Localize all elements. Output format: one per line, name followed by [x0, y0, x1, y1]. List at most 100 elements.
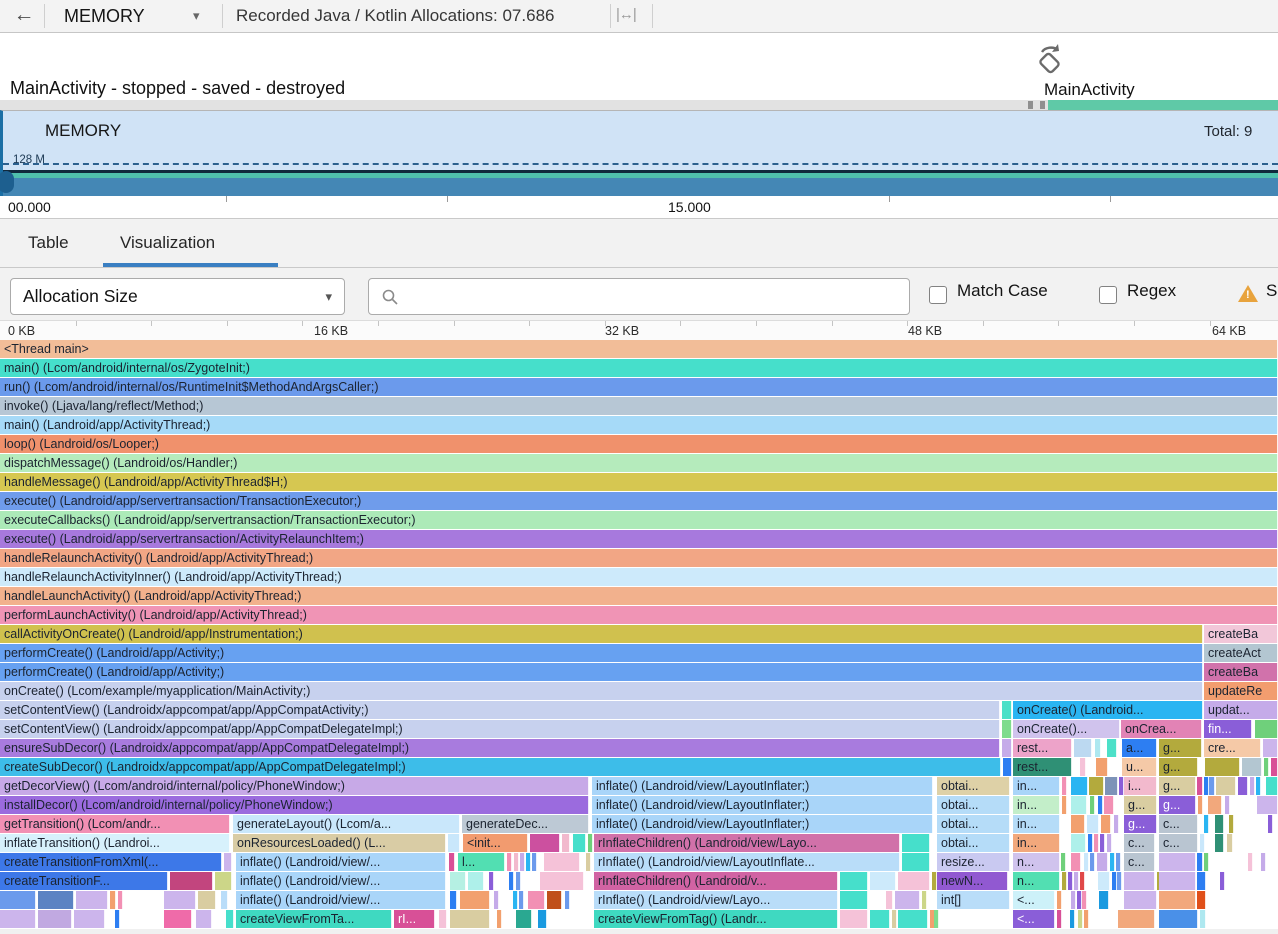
flame-segment[interactable]: g... [1159, 739, 1202, 757]
flame-segment-unlabeled[interactable] [1099, 891, 1109, 909]
flame-segment-unlabeled[interactable] [164, 891, 196, 909]
flame-segment-unlabeled[interactable] [565, 891, 570, 909]
flame-segment[interactable]: g... [1159, 796, 1196, 814]
flame-segment[interactable]: createAct [1204, 644, 1278, 662]
flame-segment-unlabeled[interactable] [1261, 853, 1266, 871]
flame-segment-unlabeled[interactable] [1204, 815, 1209, 833]
flame-segment[interactable]: setContentView() (Landroidx/appcompat/ap… [0, 701, 1000, 719]
flame-segment[interactable]: main() (Lcom/android/internal/os/ZygoteI… [0, 359, 1278, 377]
profiler-dropdown[interactable]: MEMORY [64, 6, 145, 26]
flame-segment-unlabeled[interactable] [460, 891, 490, 909]
flame-segment-unlabeled[interactable] [547, 891, 562, 909]
flame-segment[interactable]: updateRe [1204, 682, 1278, 700]
flame-segment[interactable]: rest... [1013, 758, 1072, 776]
flame-segment-unlabeled[interactable] [1078, 910, 1083, 928]
flame-segment[interactable]: u... [1122, 758, 1157, 776]
flame-segment-unlabeled[interactable] [0, 891, 36, 909]
flame-segment-unlabeled[interactable] [1087, 815, 1099, 833]
flame-segment-unlabeled[interactable] [1070, 910, 1075, 928]
flame-segment[interactable]: int[] [937, 891, 1010, 909]
flame-segment[interactable]: fin... [1204, 720, 1252, 738]
flame-segment-unlabeled[interactable] [1002, 739, 1012, 757]
flame-segment-unlabeled[interactable] [1198, 796, 1203, 814]
flame-segment-unlabeled[interactable] [170, 872, 213, 890]
flame-segment[interactable]: onCreate()... [1013, 720, 1120, 738]
flame-segment-unlabeled[interactable] [898, 910, 928, 928]
flame-segment[interactable]: c... [1124, 853, 1155, 871]
flame-segment[interactable]: c... [1124, 834, 1155, 852]
flame-segment-unlabeled[interactable] [1220, 872, 1225, 890]
flame-segment[interactable]: handleLaunchActivity() (Landroid/app/Act… [0, 587, 1278, 605]
flame-segment-unlabeled[interactable] [902, 853, 930, 871]
flame-segment[interactable]: in... [1013, 834, 1060, 852]
flame-segment-unlabeled[interactable] [1271, 758, 1278, 776]
flame-segment-unlabeled[interactable] [898, 872, 930, 890]
flame-segment[interactable]: inflate() (Landroid/view/LayoutInflater;… [592, 777, 933, 795]
flame-segment-unlabeled[interactable] [902, 834, 930, 852]
flame-segment-unlabeled[interactable] [449, 853, 455, 871]
flame-segment-unlabeled[interactable] [1238, 777, 1248, 795]
flame-segment[interactable]: <Thread main> [0, 340, 1278, 358]
flame-segment-unlabeled[interactable] [76, 891, 108, 909]
flame-segment[interactable]: g... [1124, 796, 1157, 814]
flame-segment-unlabeled[interactable] [1255, 720, 1278, 738]
flame-segment-unlabeled[interactable] [1208, 796, 1222, 814]
flame-segment-unlabeled[interactable] [1074, 872, 1079, 890]
flame-segment[interactable]: generateLayout() (Lcom/a... [233, 815, 460, 833]
memory-track[interactable]: MEMORY Total: 9 128 M [0, 110, 1278, 197]
flame-segment[interactable]: obtai... [937, 815, 1010, 833]
flame-segment[interactable]: execute() (Landroid/app/servertransactio… [0, 530, 1278, 548]
flame-segment[interactable]: inflate() (Landroid/view/LayoutInflater;… [592, 796, 933, 814]
tab-visualization[interactable]: Visualization [120, 233, 216, 252]
flame-segment-unlabeled[interactable] [1197, 853, 1203, 871]
flame-segment[interactable]: rI... [394, 910, 435, 928]
flame-segment-unlabeled[interactable] [1002, 701, 1012, 719]
flame-segment[interactable]: n... [1013, 853, 1060, 871]
flame-segment-unlabeled[interactable] [507, 853, 512, 871]
flame-segment-unlabeled[interactable] [886, 891, 893, 909]
flame-segment-unlabeled[interactable] [588, 834, 593, 852]
flame-segment-unlabeled[interactable] [1197, 777, 1203, 795]
flame-segment-unlabeled[interactable] [1068, 872, 1073, 890]
flame-segment[interactable]: in... [1013, 777, 1060, 795]
flame-segment-unlabeled[interactable] [1003, 758, 1012, 776]
flame-segment-unlabeled[interactable] [450, 891, 457, 909]
flame-segment[interactable]: createViewFromTag() (Landr... [594, 910, 838, 928]
flame-segment-unlabeled[interactable] [516, 872, 521, 890]
flame-segment-unlabeled[interactable] [1216, 777, 1236, 795]
flame-segment[interactable]: g... [1124, 815, 1157, 833]
flame-segment[interactable]: updat... [1204, 701, 1278, 719]
flame-segment[interactable]: inflate() (Landroid/view/LayoutInflater;… [592, 815, 933, 833]
flame-segment-unlabeled[interactable] [1077, 891, 1082, 909]
flame-segment-unlabeled[interactable] [1107, 739, 1117, 757]
flame-segment-unlabeled[interactable] [1159, 853, 1196, 871]
flame-segment[interactable]: onCreate() (Lcom/example/myapplication/M… [0, 682, 1203, 700]
flame-segment-unlabeled[interactable] [1250, 777, 1255, 795]
flame-segment-unlabeled[interactable] [1116, 853, 1121, 871]
flame-segment-unlabeled[interactable] [110, 891, 116, 909]
flame-segment-unlabeled[interactable] [1105, 777, 1118, 795]
flame-segment-unlabeled[interactable] [1215, 834, 1224, 852]
flame-segment-unlabeled[interactable] [1124, 872, 1155, 890]
flame-segment[interactable]: generateDec... [462, 815, 589, 833]
flame-segment-unlabeled[interactable] [1095, 739, 1101, 757]
flame-segment[interactable]: in... [1013, 796, 1060, 814]
flame-segment-unlabeled[interactable] [840, 910, 868, 928]
flame-segment-unlabeled[interactable] [1098, 872, 1110, 890]
flame-segment-unlabeled[interactable] [38, 891, 74, 909]
flame-segment-unlabeled[interactable] [1062, 872, 1067, 890]
flame-segment-unlabeled[interactable] [1080, 872, 1085, 890]
flame-segment-unlabeled[interactable] [1100, 834, 1105, 852]
regex-checkbox[interactable] [1099, 286, 1117, 304]
flame-segment-unlabeled[interactable] [514, 853, 519, 871]
flame-segment[interactable]: g... [1159, 777, 1196, 795]
flame-segment-unlabeled[interactable] [1071, 796, 1087, 814]
flame-segment[interactable]: rInflate() (Landroid/view/LayoutInflate.… [594, 853, 900, 871]
flame-segment[interactable]: handleRelaunchActivity() (Landroid/app/A… [0, 549, 1278, 567]
flame-segment-unlabeled[interactable] [1263, 739, 1278, 757]
flame-segment[interactable]: rest... [1013, 739, 1072, 757]
flame-segment-unlabeled[interactable] [934, 910, 939, 928]
flame-segment-unlabeled[interactable] [870, 910, 890, 928]
flame-segment-unlabeled[interactable] [532, 853, 537, 871]
flame-segment-unlabeled[interactable] [1215, 815, 1224, 833]
